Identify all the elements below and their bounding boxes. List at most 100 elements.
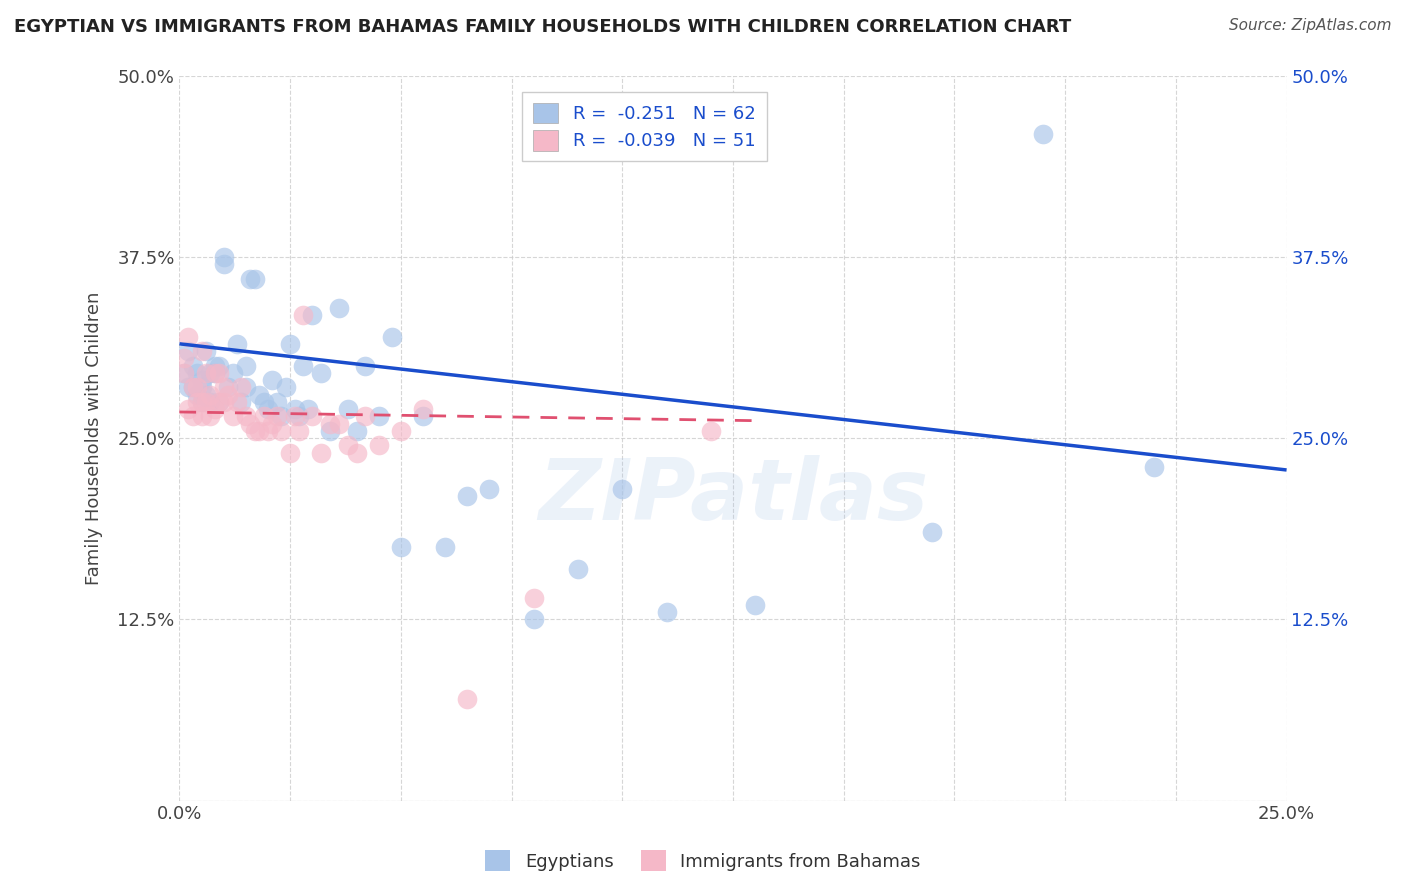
Point xyxy=(217,387,239,401)
Point xyxy=(567,561,589,575)
Point xyxy=(181,380,204,394)
Point xyxy=(212,257,235,271)
Point xyxy=(231,394,253,409)
Point xyxy=(204,402,226,417)
Point xyxy=(434,540,457,554)
Point xyxy=(292,359,315,373)
Point xyxy=(186,394,208,409)
Point xyxy=(226,336,249,351)
Point xyxy=(204,366,226,380)
Text: EGYPTIAN VS IMMIGRANTS FROM BAHAMAS FAMILY HOUSEHOLDS WITH CHILDREN CORRELATION : EGYPTIAN VS IMMIGRANTS FROM BAHAMAS FAMI… xyxy=(14,18,1071,36)
Point xyxy=(195,344,218,359)
Point xyxy=(262,373,284,387)
Point xyxy=(278,336,301,351)
Point xyxy=(744,598,766,612)
Point xyxy=(173,351,195,366)
Y-axis label: Family Households with Children: Family Households with Children xyxy=(86,292,103,585)
Point xyxy=(204,366,226,380)
Point xyxy=(231,380,253,394)
Legend: Egyptians, Immigrants from Bahamas: Egyptians, Immigrants from Bahamas xyxy=(478,843,928,879)
Point xyxy=(354,359,377,373)
Point xyxy=(177,329,200,343)
Point xyxy=(177,344,200,359)
Point xyxy=(177,402,200,417)
Point xyxy=(252,394,274,409)
Point xyxy=(346,424,368,438)
Point xyxy=(284,409,307,424)
Text: Source: ZipAtlas.com: Source: ZipAtlas.com xyxy=(1229,18,1392,33)
Point xyxy=(523,591,546,605)
Point xyxy=(1143,460,1166,475)
Point xyxy=(257,424,280,438)
Point xyxy=(367,438,389,452)
Point xyxy=(328,301,350,315)
Point xyxy=(221,409,243,424)
Point xyxy=(190,394,212,409)
Point xyxy=(612,482,634,496)
Text: ZIPatlas: ZIPatlas xyxy=(538,455,928,538)
Point xyxy=(208,359,231,373)
Point xyxy=(1032,127,1054,141)
Point xyxy=(235,409,257,424)
Point xyxy=(247,387,270,401)
Point xyxy=(239,417,262,431)
Point xyxy=(478,482,501,496)
Point xyxy=(190,394,212,409)
Point xyxy=(243,271,266,285)
Point xyxy=(173,366,195,380)
Point xyxy=(195,387,218,401)
Point xyxy=(212,250,235,264)
Legend: R =  -0.251   N = 62, R =  -0.039   N = 51: R = -0.251 N = 62, R = -0.039 N = 51 xyxy=(523,92,766,161)
Point xyxy=(301,308,323,322)
Point xyxy=(328,417,350,431)
Point xyxy=(336,402,359,417)
Point xyxy=(195,366,218,380)
Point xyxy=(297,402,319,417)
Point xyxy=(270,424,292,438)
Point xyxy=(208,394,231,409)
Point xyxy=(181,409,204,424)
Point xyxy=(190,373,212,387)
Point xyxy=(412,409,434,424)
Point xyxy=(186,380,208,394)
Point xyxy=(288,409,311,424)
Point xyxy=(270,409,292,424)
Point xyxy=(921,525,943,540)
Point xyxy=(284,402,307,417)
Point xyxy=(381,329,404,343)
Point xyxy=(200,409,222,424)
Point xyxy=(200,394,222,409)
Point xyxy=(217,380,239,394)
Point xyxy=(173,366,195,380)
Point xyxy=(243,424,266,438)
Point xyxy=(252,409,274,424)
Point xyxy=(235,359,257,373)
Point xyxy=(319,417,342,431)
Point xyxy=(309,366,332,380)
Point xyxy=(456,692,478,706)
Point xyxy=(257,402,280,417)
Point xyxy=(177,380,200,394)
Point xyxy=(266,409,288,424)
Point xyxy=(523,612,546,626)
Point xyxy=(655,605,678,619)
Point xyxy=(319,424,342,438)
Point xyxy=(389,424,412,438)
Point xyxy=(354,409,377,424)
Point xyxy=(262,417,284,431)
Point xyxy=(292,308,315,322)
Point xyxy=(239,271,262,285)
Point xyxy=(288,424,311,438)
Point xyxy=(212,380,235,394)
Point xyxy=(266,394,288,409)
Point xyxy=(389,540,412,554)
Point xyxy=(700,424,723,438)
Point xyxy=(412,402,434,417)
Point xyxy=(186,366,208,380)
Point xyxy=(226,394,249,409)
Point xyxy=(212,394,235,409)
Point xyxy=(278,445,301,459)
Point xyxy=(456,489,478,503)
Point xyxy=(200,387,222,401)
Point xyxy=(336,438,359,452)
